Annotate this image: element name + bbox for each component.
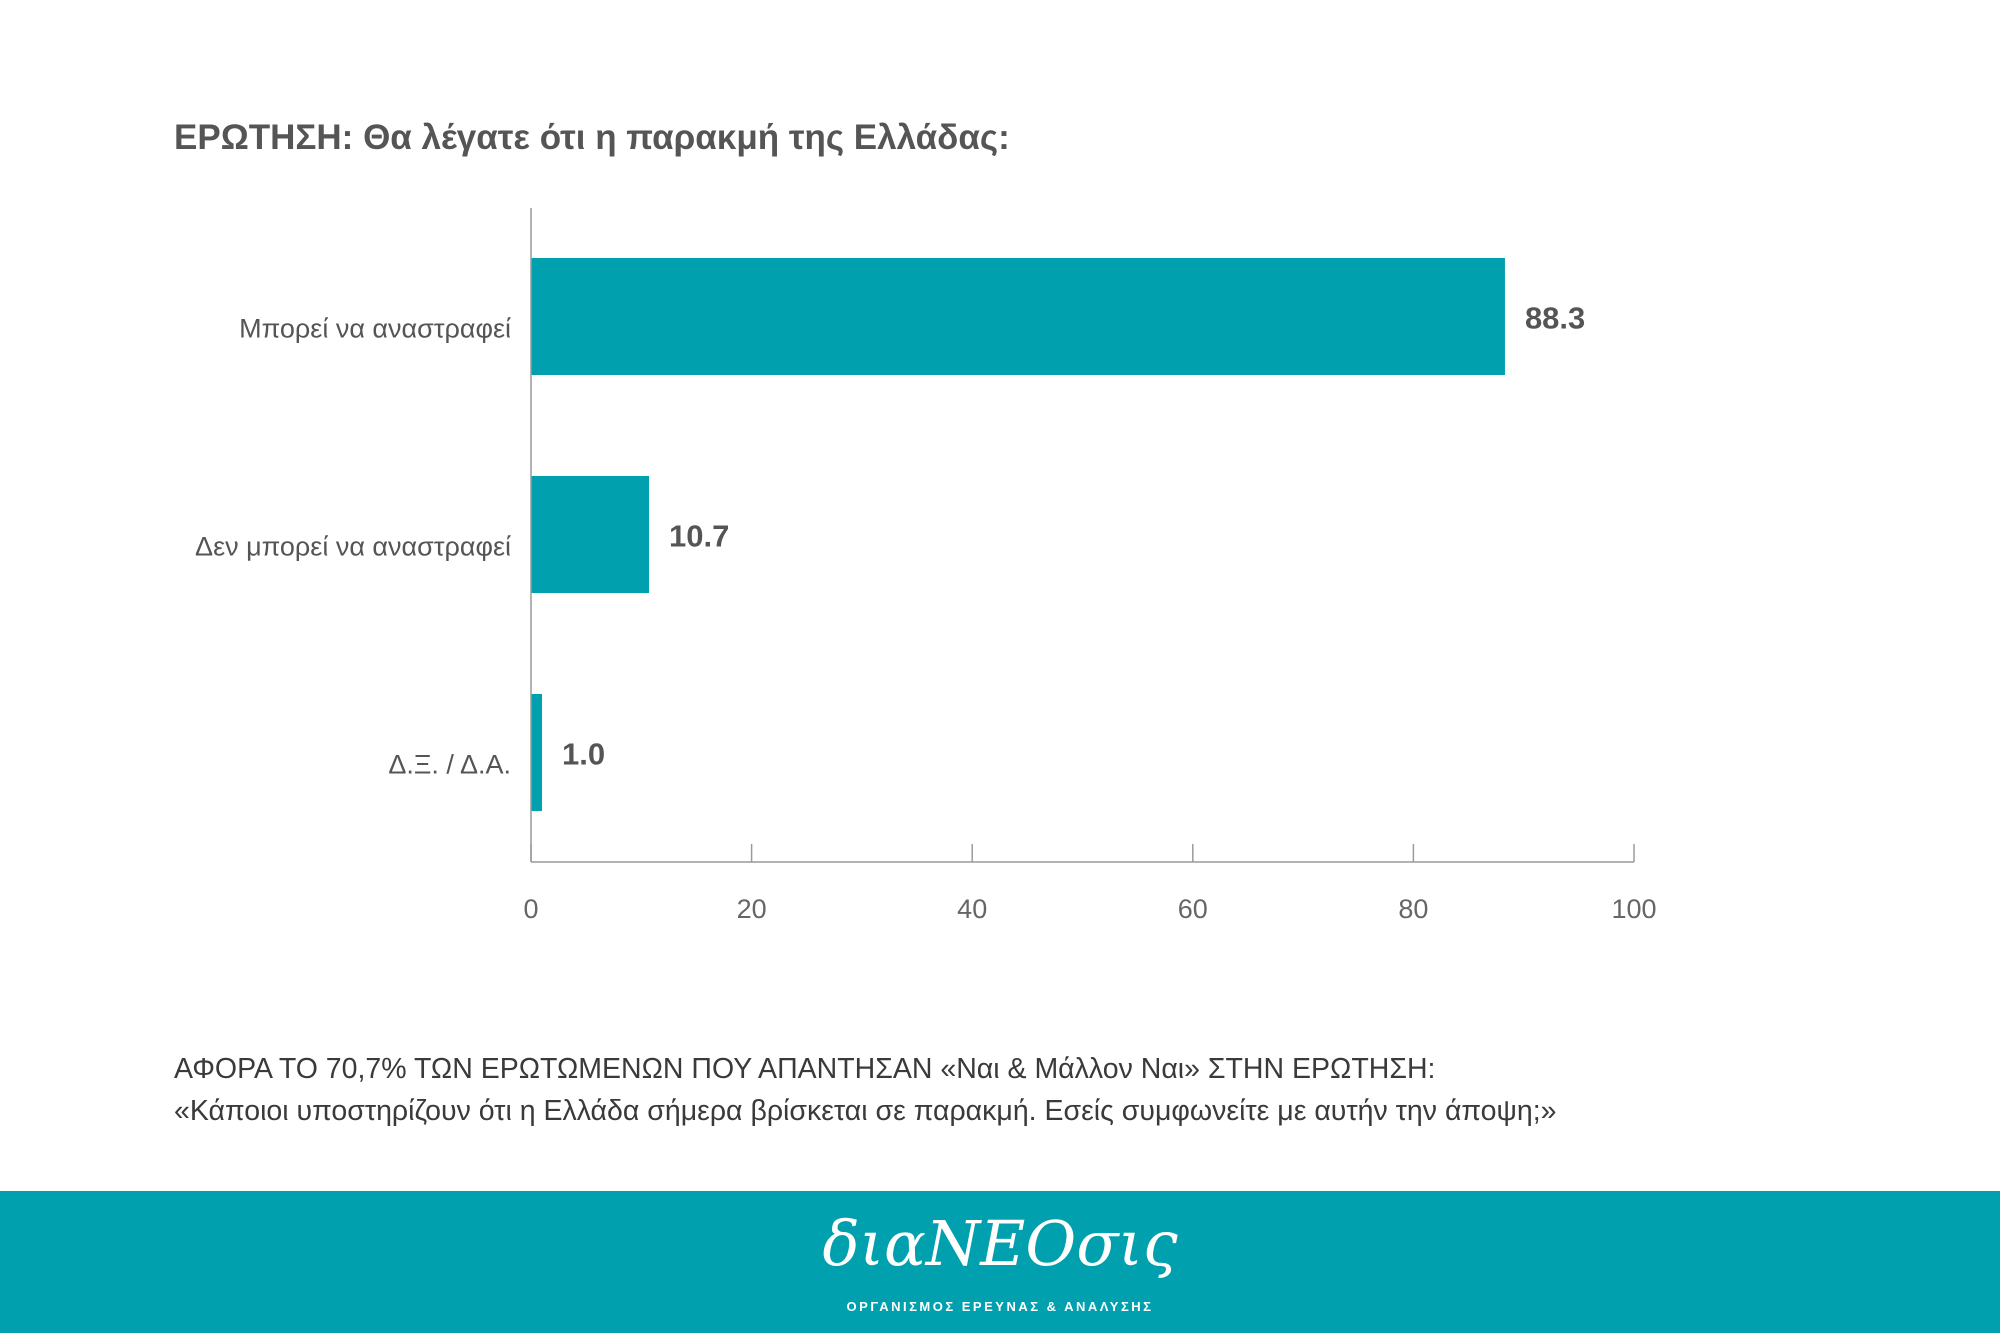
chart-title: ΕΡΩΤΗΣΗ: Θα λέγατε ότι η παρακμή της Ελλ… [174, 118, 1010, 157]
value-label: 10.7 [669, 519, 729, 554]
x-tick-label: 20 [737, 894, 767, 924]
value-label: 1.0 [562, 737, 605, 772]
x-tick-label: 40 [957, 894, 987, 924]
category-label: Δεν μπορεί να αναστραφεί [195, 532, 511, 562]
axes-group: 0 20 40 60 80 100 [523, 208, 1657, 924]
brand-logo: διαΝΕΟσις [822, 1207, 1178, 1280]
bar-chart: Μπορεί να αναστραφεί 88.3 Δεν μπορεί να αν… [195, 208, 1657, 924]
x-tick-label: 100 [1611, 894, 1656, 924]
x-tick-label: 80 [1398, 894, 1428, 924]
bars-group: Μπορεί να αναστραφεί 88.3 Δεν μπορεί να αν… [195, 258, 1585, 811]
x-tick-label: 60 [1178, 894, 1208, 924]
bar [531, 476, 650, 593]
category-label: Δ.Ξ. / Δ.Α. [388, 750, 511, 780]
footer-bar: διαΝΕΟσις ΟΡΓΑΝΙΣΜΟΣ ΕΡΕΥΝΑΣ & ΑΝΑΛΥΣΗΣ [0, 1191, 2000, 1333]
bar [531, 694, 543, 811]
x-tick-label: 0 [523, 894, 538, 924]
footnote: ΑΦΟΡΑ ΤΟ 70,7% ΤΩΝ ΕΡΩΤΩΜΕΝΩΝ ΠΟΥ ΑΠΑΝΤΗ… [174, 1048, 1556, 1132]
bar [531, 258, 1505, 375]
brand-tagline: ΟΡΓΑΝΙΣΜΟΣ ΕΡΕΥΝΑΣ & ΑΝΑΛΥΣΗΣ [846, 1299, 1154, 1314]
footnote-line-1: ΑΦΟΡΑ ΤΟ 70,7% ΤΩΝ ΕΡΩΤΩΜΕΝΩΝ ΠΟΥ ΑΠΑΝΤΗ… [174, 1053, 1436, 1085]
category-label: Μπορεί να αναστραφεί [239, 314, 511, 344]
value-label: 88.3 [1525, 301, 1585, 336]
footnote-line-2: «Κάποιοι υποστηρίζουν ότι η Ελλάδα σήμερ… [174, 1095, 1557, 1127]
